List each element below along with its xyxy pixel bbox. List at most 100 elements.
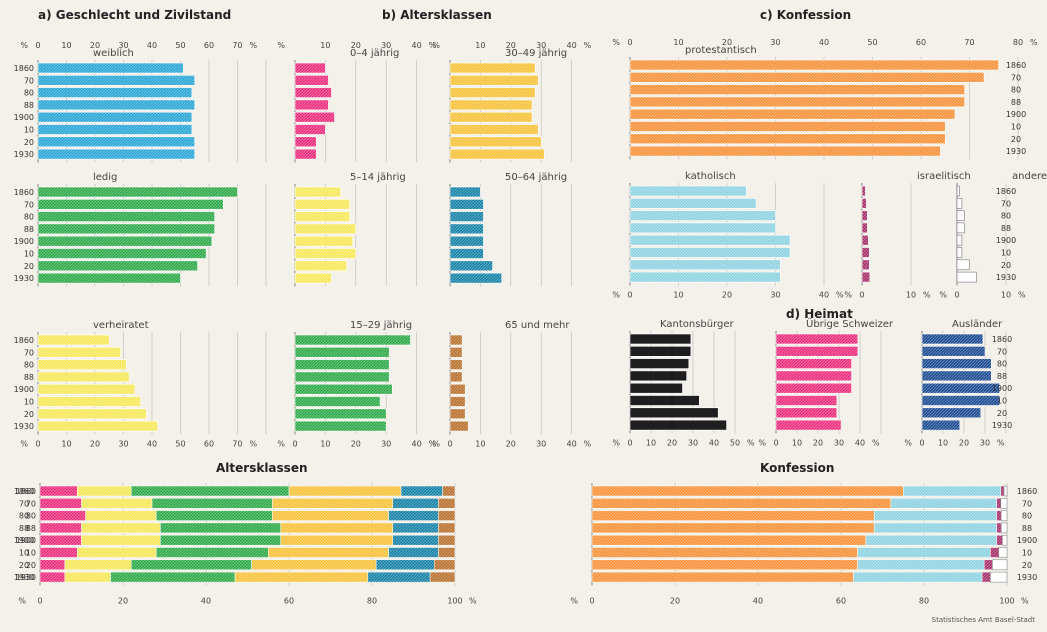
tick-label: 40	[201, 596, 211, 605]
year-label: 80	[19, 512, 29, 521]
year-label: 80	[24, 89, 34, 98]
year-label: 10	[1011, 123, 1021, 132]
bar-texture	[776, 407, 837, 418]
segment-texture	[289, 486, 402, 496]
segment-texture	[438, 535, 455, 546]
segment-texture	[874, 522, 997, 533]
segment-texture	[40, 572, 65, 583]
unit-label: %	[469, 596, 477, 605]
year-label: 70	[26, 499, 36, 508]
panel-title: weiblich	[93, 48, 134, 59]
bar-texture	[295, 87, 332, 98]
bar-texture	[630, 60, 999, 70]
bar-texture	[38, 199, 224, 210]
bar-texture	[295, 223, 356, 234]
unit-label: %	[997, 438, 1005, 447]
segment-texture	[982, 572, 991, 583]
bar	[956, 222, 965, 234]
year-label: 1930	[992, 421, 1012, 430]
segment-texture	[40, 547, 78, 558]
bar	[956, 198, 963, 209]
bar-texture	[295, 236, 353, 247]
segment-texture	[81, 535, 161, 546]
year-label: 80	[26, 512, 36, 521]
bar-texture	[922, 334, 983, 344]
tick-label: 80	[367, 596, 377, 605]
tick-label: 0	[627, 38, 632, 47]
year-label: 70	[24, 76, 34, 85]
segment-texture	[64, 559, 132, 570]
segment-texture	[890, 498, 997, 509]
bar-texture	[630, 259, 781, 270]
segment-texture	[996, 535, 1003, 546]
unit-label: %	[570, 596, 578, 605]
tick-label: 20	[506, 439, 516, 448]
tick-label: 20	[90, 41, 100, 50]
bar-texture	[630, 133, 946, 144]
year-label: 1930	[14, 150, 34, 159]
segment-texture	[592, 486, 904, 496]
bar-texture	[630, 146, 941, 157]
tick-label: 100	[999, 596, 1014, 605]
year-label: 20	[1011, 135, 1021, 144]
panel-title: katholisch	[685, 171, 736, 182]
year-label: 20	[24, 262, 34, 271]
year-label: 1860	[14, 487, 34, 496]
bar-texture	[630, 84, 965, 95]
unit-label: %	[429, 439, 437, 448]
year-label: 1900	[14, 237, 34, 246]
tick-label: 20	[670, 596, 680, 605]
bar	[956, 259, 970, 271]
bar-texture	[630, 198, 757, 209]
year-label: 1900	[14, 385, 34, 394]
bar-texture	[38, 335, 110, 345]
panel-title: protestantisch	[685, 45, 757, 56]
bar-texture	[38, 236, 212, 247]
year-label: 20	[1001, 261, 1011, 270]
year-label: 70	[19, 499, 29, 508]
bar	[629, 407, 719, 419]
tick-label: 40	[753, 596, 763, 605]
tick-label: 10	[320, 439, 330, 448]
year-label: 10	[24, 398, 34, 407]
bar-texture	[630, 222, 776, 233]
segment-texture	[442, 486, 455, 496]
bar-texture	[450, 223, 484, 234]
tick-label: 30	[980, 438, 990, 447]
section-title-bottom-right: Konfession	[760, 461, 834, 475]
bar-texture	[450, 149, 545, 160]
segment-texture	[280, 535, 393, 546]
year-label: 70	[24, 348, 34, 357]
bar-texture	[38, 248, 207, 259]
panel-title: 30–49 jährig	[505, 48, 567, 59]
bar-texture	[450, 124, 539, 135]
bar-texture	[38, 273, 181, 284]
segment-texture	[40, 510, 86, 521]
year-label: 1900	[1006, 110, 1026, 119]
bar-texture	[922, 407, 981, 418]
year-label: 88	[1022, 524, 1032, 533]
bar-texture	[450, 236, 484, 247]
bar-texture	[630, 235, 791, 246]
tick-label: 0	[292, 439, 297, 448]
tick-label: 50	[175, 41, 185, 50]
unit-label: %	[747, 438, 755, 447]
bar-texture	[295, 260, 347, 271]
segment-texture	[40, 498, 82, 509]
tick-label: 60	[204, 41, 214, 50]
year-label: 1900	[14, 113, 34, 122]
year-label: 88	[24, 225, 34, 234]
segment-texture	[268, 547, 389, 558]
segment-texture	[392, 498, 439, 509]
bar-texture	[450, 112, 533, 123]
tick-label: 0	[35, 439, 40, 448]
stacked-segment	[998, 547, 1008, 558]
bar-texture	[295, 187, 341, 197]
segment-texture	[996, 498, 1001, 509]
unit-label: %	[432, 41, 440, 50]
bar-texture	[295, 408, 387, 419]
segment-texture	[272, 510, 389, 521]
segment-texture	[156, 510, 273, 521]
tick-label: 30	[536, 41, 546, 50]
bar-texture	[38, 87, 192, 98]
